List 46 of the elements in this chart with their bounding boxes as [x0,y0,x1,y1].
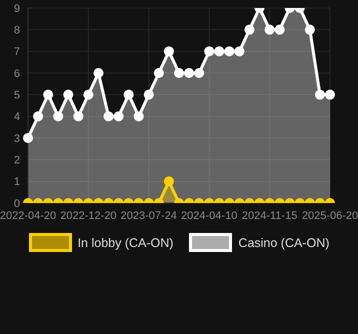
y-tick-label: 0 [14,198,20,210]
x-tick-label: 2023-07-24 [120,210,177,222]
x-tick-label: 2022-04-20 [0,210,56,222]
point [234,46,244,56]
point [124,90,134,100]
point [224,46,234,56]
x-tick-label: 2025-06-20 [302,210,358,222]
point [83,90,94,100]
y-tick-label: 3 [14,132,20,145]
point [33,111,44,122]
point [214,46,224,56]
point [93,68,104,78]
point [144,90,154,100]
point [53,111,64,122]
point [325,90,335,100]
point [194,68,204,78]
point [104,111,114,122]
point [154,68,164,78]
point [264,24,275,35]
point [114,111,124,122]
y-tick-label: 1 [14,176,20,188]
y-tick-label: 2 [14,154,20,167]
point [244,24,254,35]
point [184,68,194,78]
y-tick-label: 5 [14,90,20,102]
x-tick-label: 2024-11-15 [242,210,298,222]
x-tick-label: 2022-12-20 [60,210,117,222]
point [314,90,325,100]
point [274,24,285,35]
point [23,133,33,143]
point [204,46,214,56]
legend-label: Casino (CA-ON) [238,236,330,250]
point [164,46,174,56]
point [304,24,315,35]
point [134,111,144,122]
y-tick-label: 4 [14,111,20,124]
point [73,111,84,122]
point [174,68,184,78]
y-tick-label: 7 [14,46,20,58]
y-tick-label: 9 [14,2,20,15]
y-tick-label: 8 [14,24,20,37]
legend-label: In lobby (CA-ON) [78,236,174,250]
point [43,90,54,100]
x-tick-label: 2024-04-10 [181,210,238,222]
y-tick-label: 6 [14,68,20,80]
point [63,90,74,100]
